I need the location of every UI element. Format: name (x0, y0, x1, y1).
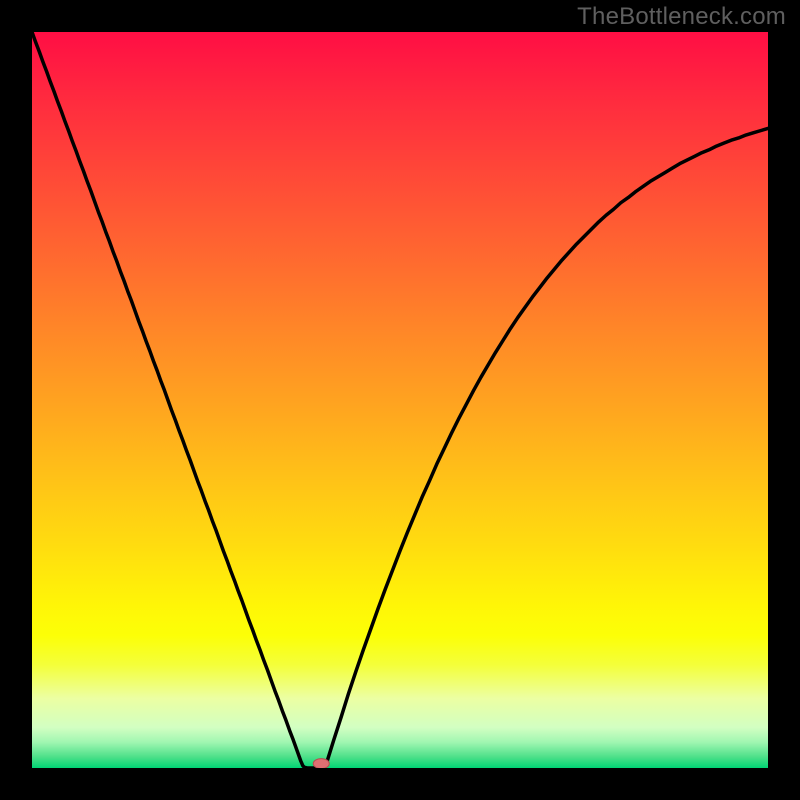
curve-path (32, 32, 768, 768)
watermark-text: TheBottleneck.com (577, 3, 786, 31)
bottleneck-curve (32, 32, 768, 768)
minimum-marker (313, 759, 329, 768)
plot-area (32, 32, 768, 768)
